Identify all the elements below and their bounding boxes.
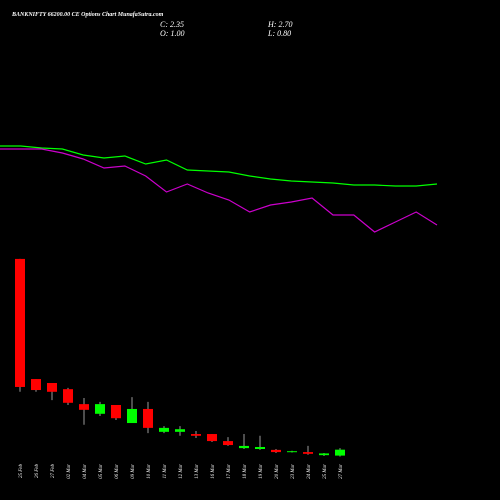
chart-title: BANKNIFTY 66200.00 CE Options Chart Muna… — [11, 12, 164, 18]
x-tick-label: 26 Feb — [35, 464, 40, 479]
candle-body — [319, 453, 329, 456]
candle-body — [15, 258, 25, 387]
indicator-line — [0, 148, 438, 233]
x-tick-label: 24 Mar — [307, 464, 312, 479]
info-low: L: 0.80 — [267, 29, 291, 38]
candle-body — [287, 451, 297, 453]
candle-body — [63, 389, 73, 403]
x-tick-label: 19 Mar — [259, 464, 264, 479]
candle-body — [79, 404, 89, 410]
candle-body — [207, 434, 217, 442]
indicator-line — [0, 145, 438, 187]
info-close: C: 2.35 — [160, 20, 184, 29]
info-open: O: 1.00 — [160, 29, 184, 38]
candle-body — [271, 449, 281, 453]
x-tick-label: 04 Mar — [83, 464, 88, 479]
candle-body — [159, 427, 169, 432]
x-tick-label: 12 Mar — [179, 464, 184, 479]
x-tick-label: 16 Mar — [211, 464, 216, 479]
x-tick-label: 27 Mar — [339, 464, 344, 479]
x-tick-label: 23 Mar — [291, 464, 296, 479]
candle-body — [47, 383, 57, 392]
candle-body — [31, 379, 41, 391]
x-tick-label: 20 Mar — [275, 464, 280, 479]
candle-body — [303, 452, 313, 454]
x-tick-label: 11 Mar — [163, 464, 168, 479]
x-tick-label: 25 Mar — [323, 464, 328, 479]
candle-body — [335, 449, 345, 456]
x-tick-label: 25 Feb — [19, 464, 24, 479]
candle-body — [175, 429, 185, 432]
candle-body — [95, 404, 105, 414]
candle-body — [255, 447, 265, 449]
x-tick-label: 10 Mar — [147, 464, 152, 479]
x-tick-label: 02 Mar — [67, 464, 72, 479]
candle-body — [223, 441, 233, 446]
candle-body — [239, 445, 249, 449]
x-tick-label: 09 Mar — [131, 464, 136, 479]
x-tick-label: 06 Mar — [115, 464, 120, 479]
candle-body — [143, 408, 153, 428]
info-high: H: 2.70 — [267, 20, 292, 29]
candle-body — [191, 434, 201, 436]
candle-body — [111, 405, 121, 419]
x-tick-label: 18 Mar — [243, 464, 248, 479]
x-tick-label: 13 Mar — [195, 464, 200, 479]
x-tick-label: 27 Feb — [51, 464, 56, 479]
x-tick-label: 17 Mar — [227, 464, 232, 479]
x-tick-label: 05 Mar — [99, 464, 104, 479]
candle-body — [127, 408, 137, 424]
